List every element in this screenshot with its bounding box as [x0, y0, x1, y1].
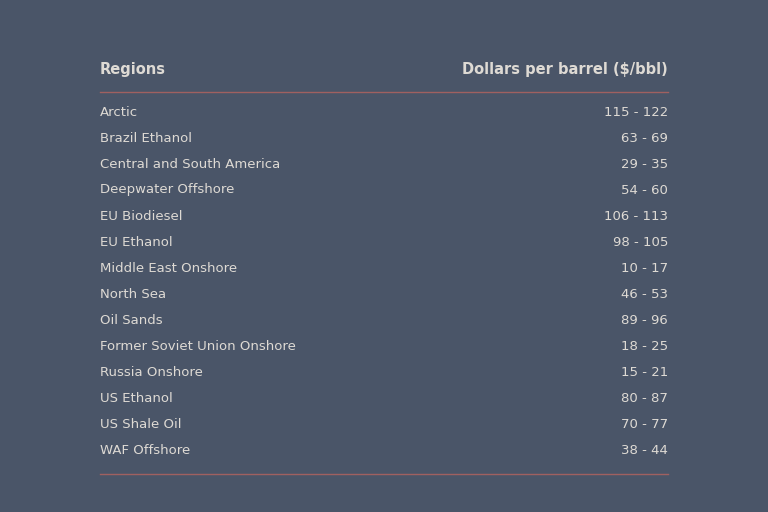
Text: EU Biodiesel: EU Biodiesel — [100, 209, 183, 223]
Text: Middle East Onshore: Middle East Onshore — [100, 262, 237, 274]
Text: Central and South America: Central and South America — [100, 158, 280, 170]
Text: US Ethanol: US Ethanol — [100, 392, 173, 404]
Text: 29 - 35: 29 - 35 — [621, 158, 668, 170]
Text: 106 - 113: 106 - 113 — [604, 209, 668, 223]
Text: 46 - 53: 46 - 53 — [621, 288, 668, 301]
Text: 80 - 87: 80 - 87 — [621, 392, 668, 404]
Text: EU Ethanol: EU Ethanol — [100, 236, 173, 248]
Text: WAF Offshore: WAF Offshore — [100, 443, 190, 457]
Text: 115 - 122: 115 - 122 — [604, 105, 668, 118]
Text: 18 - 25: 18 - 25 — [621, 339, 668, 352]
Text: 63 - 69: 63 - 69 — [621, 132, 668, 144]
Text: Russia Onshore: Russia Onshore — [100, 366, 203, 378]
Text: 15 - 21: 15 - 21 — [621, 366, 668, 378]
Text: Former Soviet Union Onshore: Former Soviet Union Onshore — [100, 339, 296, 352]
Text: Arctic: Arctic — [100, 105, 138, 118]
Text: Regions: Regions — [100, 62, 166, 77]
Text: Oil Sands: Oil Sands — [100, 313, 163, 327]
Text: 54 - 60: 54 - 60 — [621, 183, 668, 197]
Text: Deepwater Offshore: Deepwater Offshore — [100, 183, 234, 197]
Text: 10 - 17: 10 - 17 — [621, 262, 668, 274]
Text: US Shale Oil: US Shale Oil — [100, 417, 181, 431]
Text: 70 - 77: 70 - 77 — [621, 417, 668, 431]
Text: North Sea: North Sea — [100, 288, 166, 301]
Text: Dollars per barrel ($/bbl): Dollars per barrel ($/bbl) — [462, 62, 668, 77]
Text: 98 - 105: 98 - 105 — [613, 236, 668, 248]
Text: 38 - 44: 38 - 44 — [621, 443, 668, 457]
Text: 89 - 96: 89 - 96 — [621, 313, 668, 327]
Text: Brazil Ethanol: Brazil Ethanol — [100, 132, 192, 144]
